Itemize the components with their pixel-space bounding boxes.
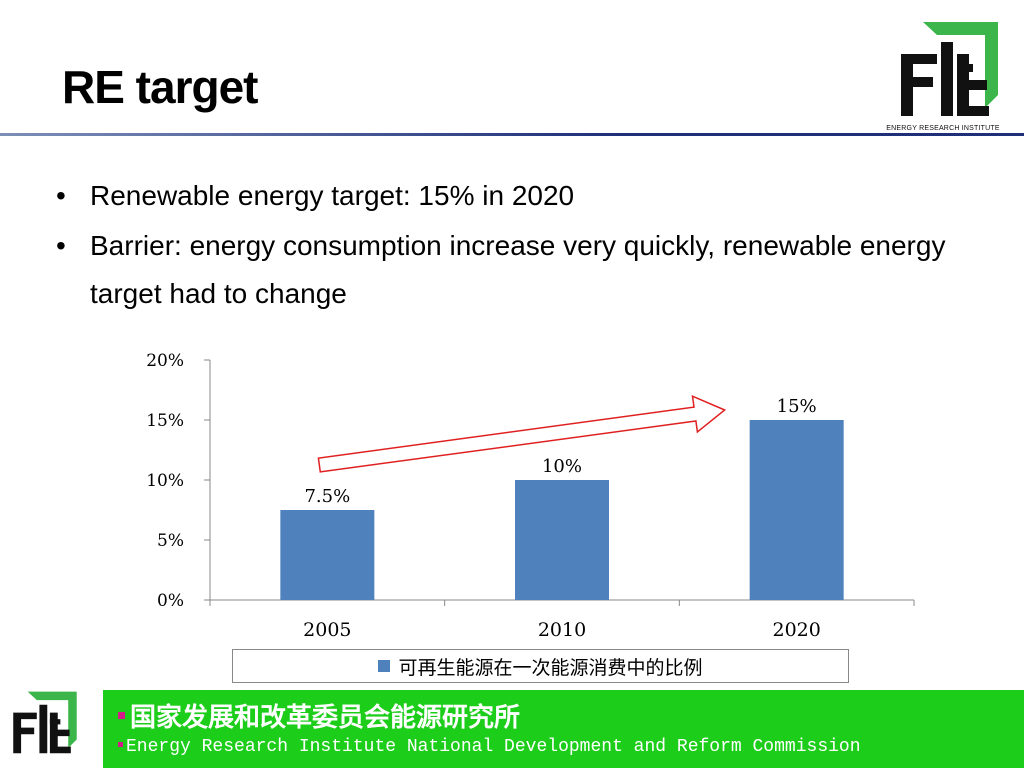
data-label-2020: 15% (777, 396, 817, 417)
data-label-2005: 7.5% (304, 486, 350, 507)
bar-2010 (515, 480, 609, 600)
slide-title: RE target (62, 61, 258, 113)
footer-band (103, 690, 1024, 768)
footer-bullet-icon (118, 741, 123, 747)
footer-chinese-title: 国家发展和改革委员会能源研究所 (118, 697, 520, 734)
y-tick-label: 15% (146, 411, 184, 431)
chart-legend: 可再生能源在一次能源消费中的比例 (232, 649, 849, 683)
re-target-bar-chart: 0% 5% 10% 15% 20% 7.5% 2005 10% 2010 15% 2020 (146, 351, 915, 641)
bullet-text: Barrier: energy consumption increase ver… (90, 230, 946, 309)
bar-2020 (749, 420, 844, 600)
legend-swatch (378, 660, 391, 672)
y-tick-label: 0% (157, 591, 184, 611)
bullet-dot-icon: • (56, 180, 66, 211)
data-label-2010: 10% (542, 456, 582, 477)
footer-english-title: Energy Research Institute National Devel… (118, 737, 861, 757)
footer-bullet-icon (118, 712, 125, 719)
bullet-text: Renewable energy target: 15% in 2020 (90, 180, 575, 211)
bar-2005 (280, 510, 375, 600)
bullet-dot-icon: • (56, 230, 66, 261)
eri-logo-icon (901, 22, 998, 116)
y-tick-label: 10% (146, 471, 184, 491)
bullet-item: • Barrier: energy consumption increase v… (52, 222, 952, 318)
title-divider (0, 133, 1024, 136)
y-tick-label: 20% (146, 351, 184, 371)
x-tick-label-2010: 2010 (538, 619, 586, 641)
footer-cn-text: 国家发展和改革委员会能源研究所 (130, 703, 521, 733)
y-tick-label: 5% (157, 531, 184, 551)
bullet-list: • Renewable energy target: 15% in 2020 •… (52, 172, 952, 320)
footer-eri-logo-icon (13, 691, 77, 754)
x-tick-label-2005: 2005 (303, 619, 351, 641)
logo-caption: ENERGY RESEARCH INSTITUTE (886, 125, 1000, 132)
legend-label: 可再生能源在一次能源消费中的比例 (398, 656, 703, 679)
growth-arrow-icon (317, 394, 727, 473)
bullet-item: • Renewable energy target: 15% in 2020 (52, 172, 952, 220)
footer-en-text: Energy Research Institute National Devel… (126, 737, 861, 757)
x-tick-label-2020: 2020 (772, 619, 820, 641)
